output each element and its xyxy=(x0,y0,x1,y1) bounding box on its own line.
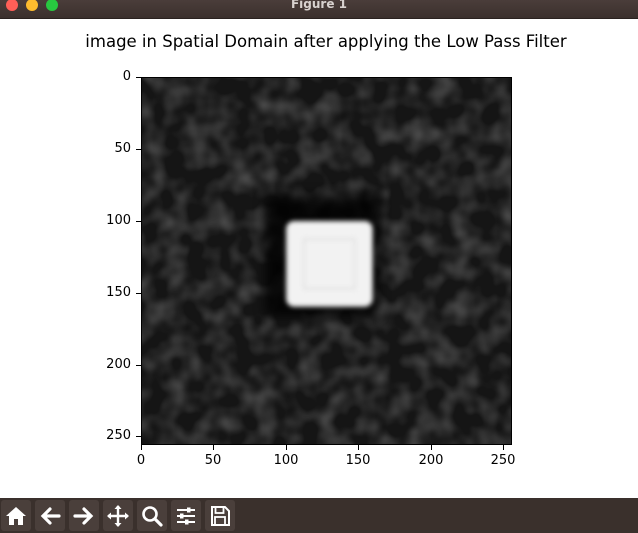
forward-arrow-icon xyxy=(73,506,94,525)
x-tick-label: 0 xyxy=(136,453,146,468)
window-titlebar: Figure 1 xyxy=(0,0,638,19)
pan-button[interactable] xyxy=(103,500,133,531)
close-window-button[interactable] xyxy=(6,0,18,11)
x-tick-label: 100 xyxy=(273,453,299,468)
home-button[interactable] xyxy=(1,500,31,531)
back-arrow-icon xyxy=(40,506,61,525)
y-tick-mark xyxy=(136,221,141,222)
x-tick-label: 250 xyxy=(490,453,516,468)
y-tick-mark xyxy=(136,436,141,437)
minimize-window-button[interactable] xyxy=(26,0,38,11)
zoom-button[interactable] xyxy=(137,500,167,531)
window-title: Figure 1 xyxy=(290,0,348,11)
y-tick-label: 150 xyxy=(106,285,131,300)
bright-square xyxy=(286,220,373,307)
save-icon xyxy=(211,505,230,526)
x-tick-mark xyxy=(358,445,359,450)
x-tick-label: 150 xyxy=(345,453,371,468)
y-tick-label: 100 xyxy=(106,213,131,228)
y-tick-label: 250 xyxy=(106,428,131,443)
save-button[interactable] xyxy=(205,500,235,531)
y-tick-mark xyxy=(136,293,141,294)
maximize-window-button[interactable] xyxy=(46,0,58,11)
forward-button[interactable] xyxy=(69,500,99,531)
y-tick-label: 200 xyxy=(106,357,131,372)
y-tick-mark xyxy=(136,365,141,366)
y-tick-mark xyxy=(136,149,141,150)
configure-subplots-button[interactable] xyxy=(171,500,201,531)
image-axes[interactable] xyxy=(141,77,512,445)
x-tick-mark xyxy=(503,445,504,450)
plot-title: image in Spatial Domain after applying t… xyxy=(85,32,567,51)
x-tick-label: 50 xyxy=(204,453,222,468)
x-tick-mark xyxy=(286,445,287,450)
x-tick-label: 200 xyxy=(418,453,444,468)
y-tick-label: 50 xyxy=(114,141,131,156)
pan-icon xyxy=(107,504,129,527)
navigation-toolbar xyxy=(0,498,638,533)
configure-subplots-icon xyxy=(177,507,195,524)
home-icon xyxy=(6,506,26,525)
y-tick-label: 0 xyxy=(122,69,131,84)
back-button[interactable] xyxy=(35,500,65,531)
filtered-image xyxy=(142,78,511,444)
x-tick-mark xyxy=(141,445,142,450)
zoom-icon xyxy=(142,505,163,527)
y-tick-mark xyxy=(136,77,141,78)
inner-ringing xyxy=(303,237,356,290)
x-tick-mark xyxy=(213,445,214,450)
x-tick-mark xyxy=(431,445,432,450)
